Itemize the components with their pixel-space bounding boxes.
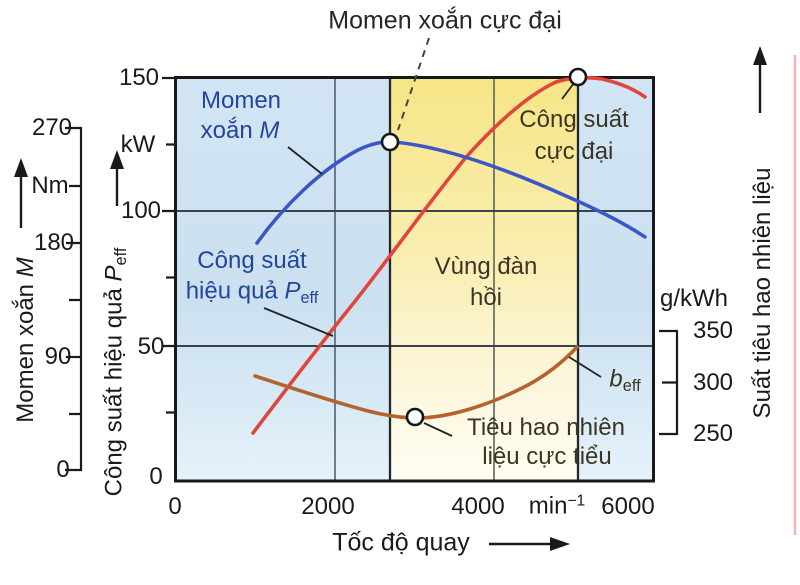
- max-torque-leader-line: [397, 37, 430, 131]
- figure-title: Momen xoắn cực đại: [328, 6, 562, 35]
- power-tick-50: 50: [137, 333, 165, 360]
- fuel-axis-unit: g/kWh: [659, 285, 729, 312]
- torque-curve: [255, 139, 647, 245]
- plot-border: [174, 76, 655, 483]
- y-axis-title-fuel: Suất tiêu hao nhiên liệu: [749, 167, 776, 419]
- speed-tick-6000: 6000: [601, 493, 655, 520]
- power-tick-100: 100: [120, 197, 162, 224]
- max-torque-marker: [380, 132, 400, 152]
- max-power-label-line2: cực đại: [534, 138, 614, 165]
- power-tick-0: 0: [149, 463, 163, 490]
- fuel-axis-arrow-icon: [753, 46, 767, 113]
- power-label-leader-line: [263, 307, 334, 337]
- power-axis-unit: kW: [120, 131, 156, 158]
- torque-label-leader-line: [287, 146, 323, 175]
- x-axis-title: Tốc độ quay: [332, 528, 470, 557]
- fuel-curve-label: beff: [609, 365, 641, 396]
- power-tick-150: 150: [118, 64, 160, 91]
- power-curve: [251, 75, 647, 435]
- speed-axis-unit: min−1: [528, 492, 586, 520]
- torque-tick-0: 0: [56, 456, 70, 483]
- elastic-zone-label-line2: hồi: [469, 284, 503, 311]
- min-fuel-label-line2: liệu cực tiểu: [482, 443, 612, 470]
- min-fuel-label-line1: Tiêu hao nhiên: [467, 414, 625, 441]
- speed-tick-2000: 2000: [301, 493, 355, 520]
- min-fuel-marker: [405, 407, 425, 427]
- fuel-tick-350: 350: [692, 317, 734, 344]
- power-axis-ticks: [162, 76, 175, 414]
- speed-axis-arrow-icon: [489, 537, 570, 551]
- torque-curve-label-line1: Momen: [200, 87, 282, 114]
- torque-tick-90: 90: [44, 343, 72, 370]
- fuel-tick-300: 300: [692, 369, 734, 396]
- speed-tick-4000: 4000: [451, 493, 505, 520]
- fuel-tick-250: 250: [692, 420, 734, 447]
- torque-axis-unit: Nm: [31, 172, 69, 199]
- beff-label-leader-line: [568, 356, 602, 378]
- power-curve-label-line1: Công suất: [197, 247, 307, 274]
- y-axis-title-torque: Momen xoắn M: [12, 257, 39, 423]
- max-power-leader-line: [561, 82, 575, 100]
- max-power-label-line1: Công suất: [519, 106, 629, 133]
- min-fuel-leader-line: [423, 422, 453, 437]
- elastic-zone-label-line1: Vùng đàn: [434, 253, 538, 280]
- fuel-axis-bracket: [659, 329, 679, 436]
- torque-axis-bracket: [65, 126, 83, 472]
- speed-tick-0: 0: [168, 493, 182, 520]
- power-axis-arrow-icon: [110, 150, 124, 206]
- torque-curve-label-line2: xoắn M: [200, 117, 280, 144]
- torque-tick-180: 180: [33, 229, 75, 256]
- max-power-marker: [568, 67, 588, 87]
- torque-axis-arrow-icon: [14, 158, 28, 228]
- y-axis-title-power: Công suất hiệu quả Peff: [100, 247, 131, 497]
- power-curve-label-line2: hiệu quả Peff: [185, 277, 319, 308]
- torque-tick-270: 270: [31, 114, 73, 141]
